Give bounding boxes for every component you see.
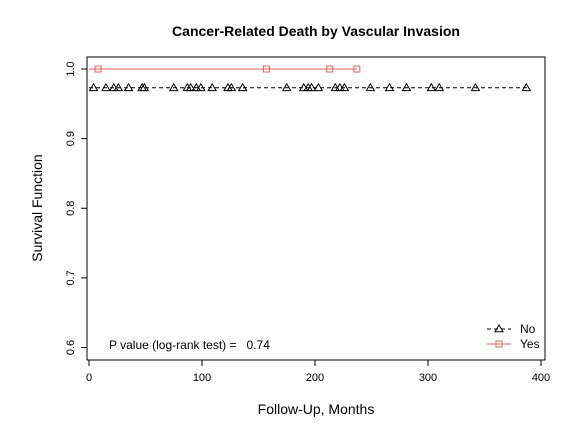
y-axis-label: Survival Function <box>29 154 45 261</box>
y-tick-label: 1.0 <box>65 61 77 76</box>
censor-mark-no <box>434 82 445 92</box>
x-tick-label: 200 <box>306 372 324 384</box>
censor-mark-no <box>426 82 437 92</box>
censor-mark-no <box>101 82 111 92</box>
x-tick-label: 400 <box>532 372 550 384</box>
y-tick-label: 0.7 <box>65 270 77 285</box>
censor-mark-no <box>195 82 206 92</box>
censor-mark-no <box>306 82 317 92</box>
censor-mark-no <box>401 82 412 92</box>
censor-mark-no <box>139 82 150 92</box>
x-tick-label: 300 <box>419 372 437 384</box>
series-layer <box>88 65 532 92</box>
legend-label-yes: Yes <box>520 337 540 351</box>
y-tick-label: 0.9 <box>65 131 77 146</box>
censor-mark-no <box>207 82 218 92</box>
axis-ticks: 0 100 200 300 400 0.6 0.7 0.8 0.9 1.0 <box>65 61 550 384</box>
censor-mark-yes <box>262 65 270 73</box>
censor-mark-yes <box>353 65 361 73</box>
series-yes <box>89 65 361 73</box>
censor-mark-yes <box>326 65 334 73</box>
legend-label-no: No <box>520 322 536 336</box>
censor-mark-no <box>113 82 124 92</box>
censor-mark-no <box>384 82 395 92</box>
x-axis-label: Follow-Up, Months <box>258 401 375 417</box>
censor-mark-no <box>521 82 532 92</box>
censor-mark-no <box>168 82 179 92</box>
censor-mark-no <box>123 82 134 92</box>
censor-mark-no <box>281 82 292 92</box>
censor-mark-yes <box>94 65 102 73</box>
censor-mark-no <box>339 82 350 92</box>
x-tick-label: 0 <box>86 372 92 384</box>
censor-mark-no <box>313 82 324 92</box>
series-no <box>88 82 532 92</box>
y-tick-label: 0.6 <box>65 340 77 355</box>
plot-frame <box>86 56 546 361</box>
censor-mark-no <box>226 82 237 92</box>
legend-marker-no <box>494 324 504 333</box>
x-tick-label: 100 <box>193 372 211 384</box>
chart-title: Cancer-Related Death by Vascular Invasio… <box>172 23 460 39</box>
censor-mark-no <box>237 82 248 92</box>
censor-mark-no <box>185 82 196 92</box>
censor-mark-no <box>88 82 99 92</box>
censor-mark-no <box>470 82 481 92</box>
p-value-annotation: P value (log-rank test) = 0.74 <box>109 338 270 352</box>
y-tick-label: 0.8 <box>65 201 77 216</box>
censor-mark-no <box>365 82 376 92</box>
legend-marker-yes <box>495 340 503 348</box>
